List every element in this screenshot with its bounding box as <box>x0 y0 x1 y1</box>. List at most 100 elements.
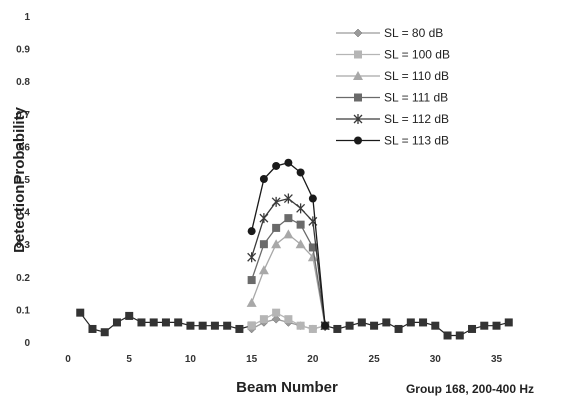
legend-label: SL = 110 dB <box>384 69 449 83</box>
series-point <box>296 220 305 229</box>
baseline-point <box>431 321 440 330</box>
series-point <box>296 168 305 177</box>
legend: SL = 80 dB SL = 100 dB SL = 110 dB SL = 111… <box>336 26 450 148</box>
series-point <box>283 229 294 239</box>
y-tick-label: 0.8 <box>16 77 30 88</box>
legend-entry: SL = 111 dB <box>336 91 448 105</box>
baseline-point <box>382 318 391 327</box>
baseline-point <box>137 318 146 327</box>
baseline-point <box>406 318 415 327</box>
baseline-point <box>333 324 342 333</box>
y-axis-title: DetectionProbability <box>11 106 28 253</box>
series-point <box>308 194 317 203</box>
chart-annotation: Group 168, 200-400 Hz <box>406 382 534 396</box>
baseline-point <box>210 321 219 330</box>
series-point <box>321 321 330 330</box>
legend-entry: SL = 100 dB <box>336 48 450 62</box>
series-point <box>247 227 256 236</box>
legend-label: SL = 111 dB <box>384 91 448 105</box>
series-point <box>308 243 317 252</box>
baseline-point <box>394 324 403 333</box>
baseline-point <box>149 318 158 327</box>
series-point <box>259 315 268 324</box>
series-point <box>271 314 281 324</box>
series-point <box>308 324 317 333</box>
series-point <box>284 214 293 223</box>
legend-marker <box>354 136 362 145</box>
baseline-point <box>76 308 85 317</box>
x-tick-label: 10 <box>185 354 197 365</box>
baseline-point <box>235 324 244 333</box>
x-tick-label: 25 <box>369 354 381 365</box>
y-tick-label: 0.4 <box>16 208 30 219</box>
series-point <box>284 158 293 167</box>
legend-label: SL = 80 dB <box>384 26 443 40</box>
baseline-point <box>480 321 489 330</box>
series-point <box>284 315 293 324</box>
series-point <box>247 321 256 330</box>
baseline-point <box>161 318 170 327</box>
series-point <box>296 321 305 330</box>
series-point <box>247 252 257 263</box>
baseline-series <box>76 308 513 340</box>
baseline-point <box>504 318 513 327</box>
y-tick-label: 0.1 <box>16 305 30 316</box>
legend-label: SL = 112 dB <box>384 112 449 126</box>
series-point <box>295 239 306 249</box>
series-point <box>272 161 281 170</box>
legend-entry: SL = 80 dB <box>336 26 443 40</box>
series-point <box>271 239 282 249</box>
legend-marker <box>354 50 362 59</box>
baseline-point <box>357 318 366 327</box>
series-point <box>247 276 256 285</box>
y-tick-label: 0.3 <box>16 240 30 251</box>
baseline-point <box>223 321 232 330</box>
legend-entry: SL = 113 dB <box>336 134 449 148</box>
baseline-point <box>198 321 207 330</box>
legend-marker <box>353 28 363 38</box>
y-tick-label: 0.9 <box>16 45 30 56</box>
x-tick-label: 15 <box>246 354 258 365</box>
baseline-point <box>186 321 195 330</box>
legend-label: SL = 100 dB <box>384 48 450 62</box>
series-2 <box>247 308 330 333</box>
baseline-point <box>370 321 379 330</box>
series-point <box>246 297 257 307</box>
series-6 <box>247 158 330 330</box>
series-point <box>296 203 306 214</box>
x-tick-label: 30 <box>430 354 442 365</box>
baseline-point <box>443 331 452 340</box>
legend-marker <box>353 114 363 124</box>
series-point <box>259 175 268 183</box>
y-axis-ticks: 0 0.1 0.2 0.3 0.4 0.5 0.6 0.7 0.8 0.9 1 <box>16 12 30 349</box>
y-tick-label: 0 <box>24 338 30 349</box>
x-tick-label: 35 <box>491 354 503 365</box>
baseline-point <box>88 324 97 333</box>
series-point <box>307 252 318 262</box>
y-tick-label: 1 <box>24 12 30 23</box>
y-tick-label: 0.2 <box>16 273 30 284</box>
series-point <box>271 196 281 207</box>
baseline-point <box>345 321 354 330</box>
series-point <box>258 265 269 275</box>
x-tick-label: 20 <box>307 354 319 365</box>
legend-label: SL = 113 dB <box>384 134 449 148</box>
baseline-point <box>125 311 134 320</box>
x-axis-title: Beam Number <box>236 379 338 396</box>
baseline-point <box>100 328 109 337</box>
series-point <box>272 223 281 232</box>
legend-entry: SL = 110 dB <box>336 69 449 83</box>
baseline-point <box>174 318 183 327</box>
series-point <box>283 193 293 204</box>
series-point <box>272 308 281 317</box>
x-axis-ticks: 0 5 10 15 20 25 30 35 <box>65 354 502 365</box>
series-point <box>259 213 269 224</box>
baseline-point <box>492 321 501 330</box>
x-tick-label: 0 <box>65 354 71 365</box>
y-tick-label: 0.6 <box>16 142 30 153</box>
baseline-point <box>468 324 477 333</box>
y-tick-label: 0.5 <box>16 175 30 186</box>
baseline-point <box>419 318 428 327</box>
baseline-point <box>112 318 121 327</box>
